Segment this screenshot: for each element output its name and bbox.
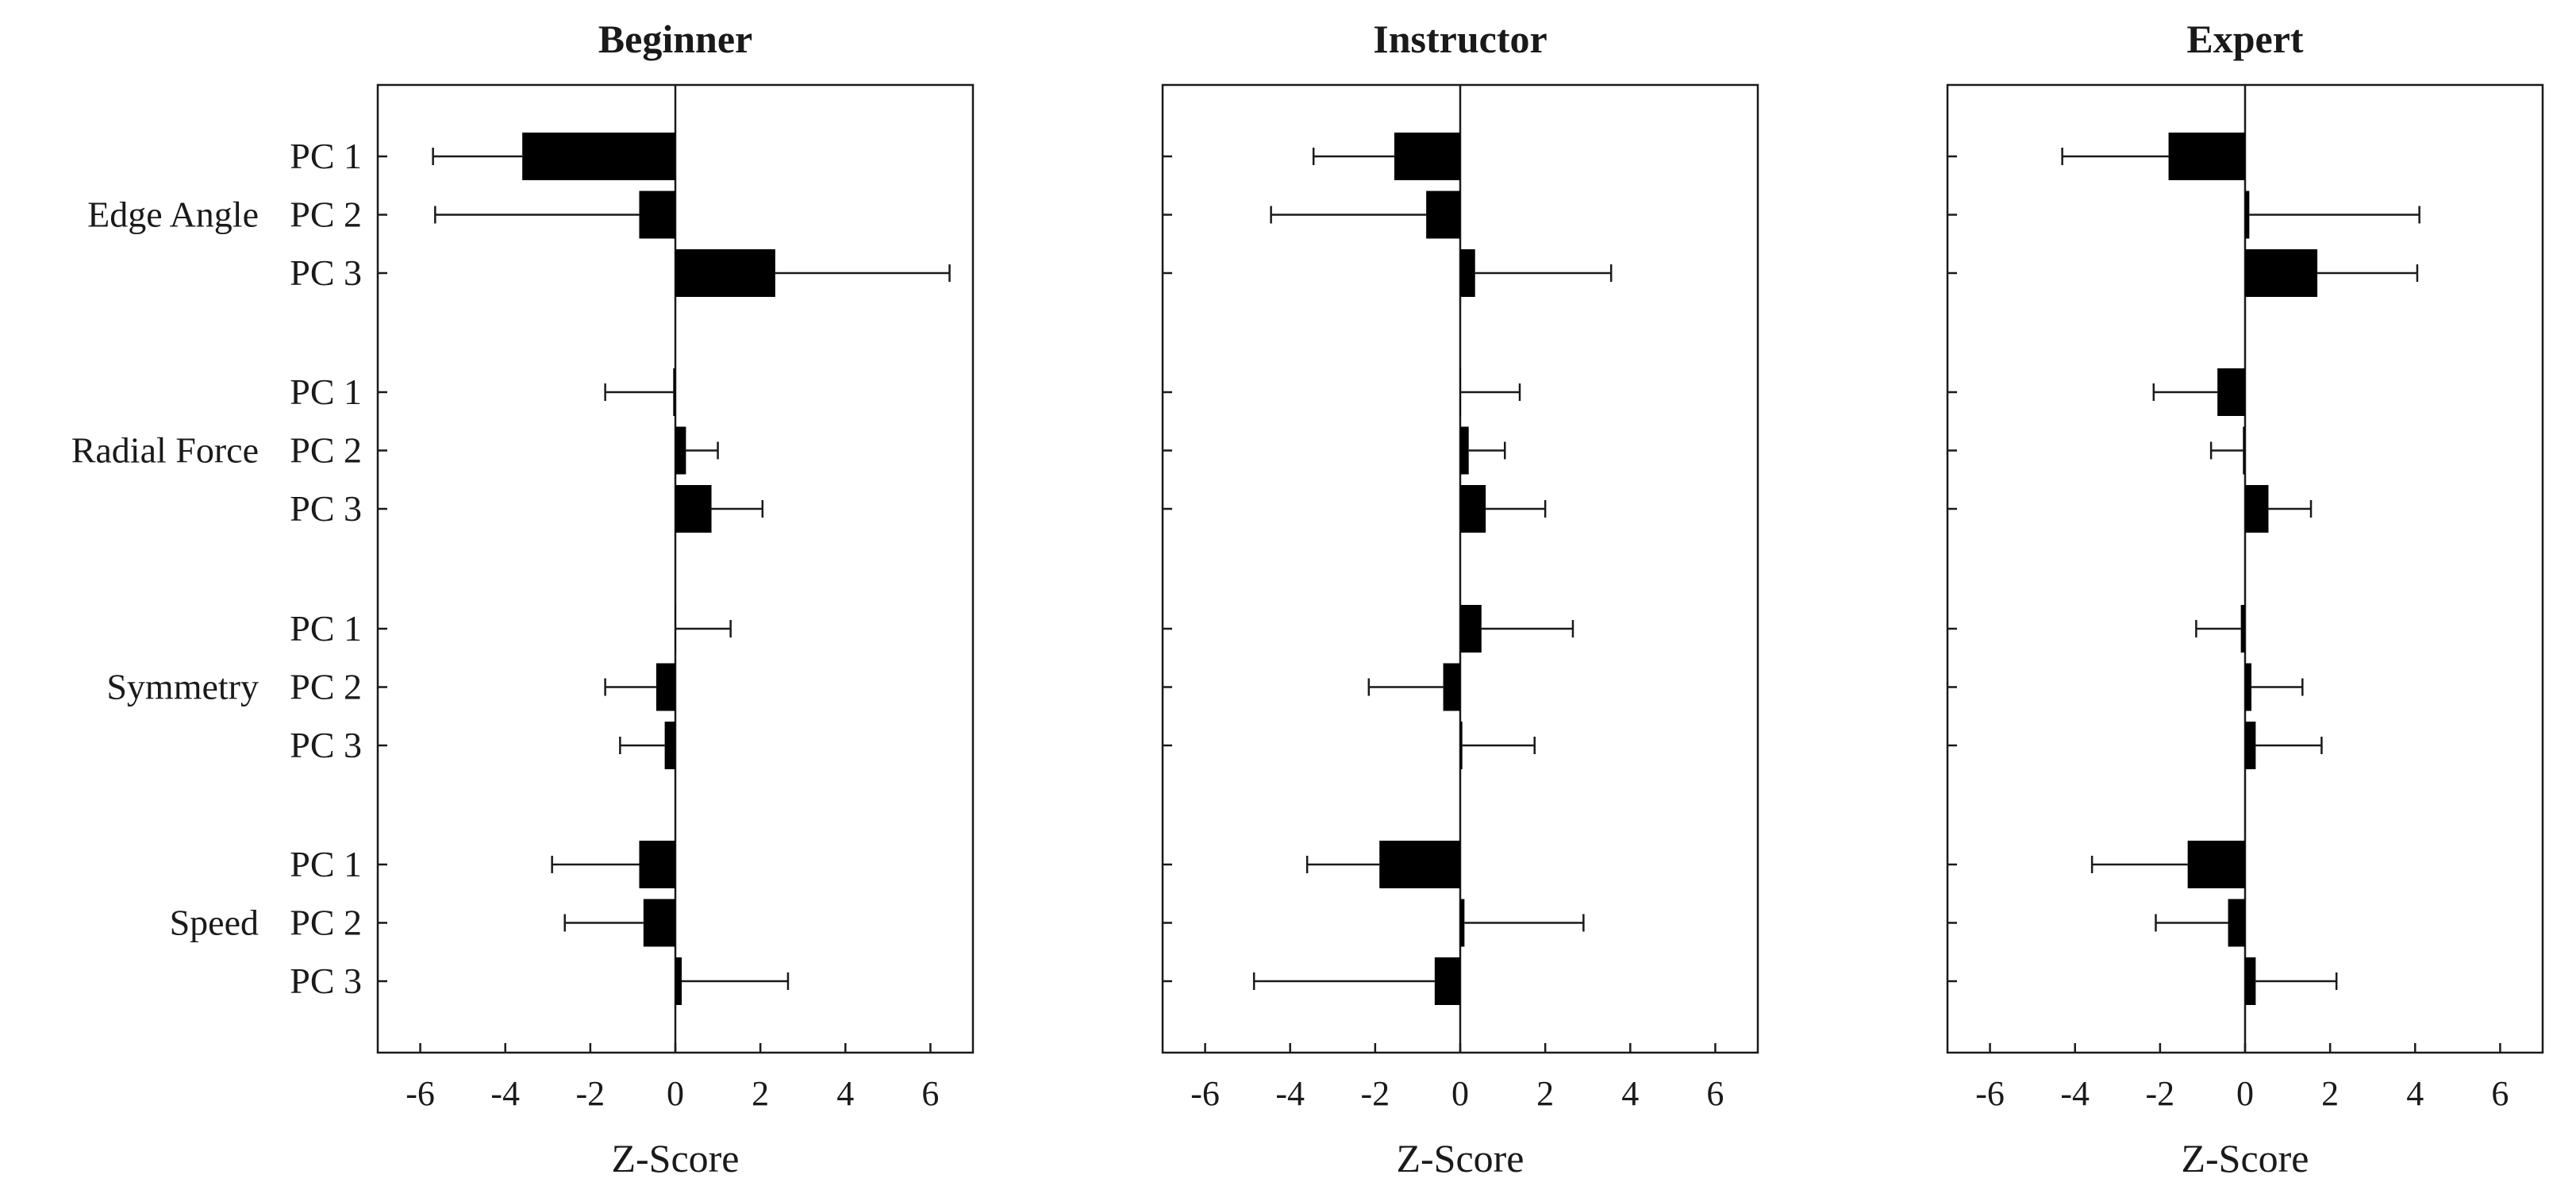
x-tick-label: -4 xyxy=(1275,1074,1305,1113)
x-axis-label: Z-Score xyxy=(1396,1136,1524,1180)
x-tick-label: 6 xyxy=(2491,1074,2509,1113)
bar xyxy=(2245,191,2250,239)
category-label: PC 3 xyxy=(290,488,362,529)
bar xyxy=(673,368,675,416)
bar xyxy=(1379,841,1460,888)
panel-title: Instructor xyxy=(1373,17,1547,61)
bar xyxy=(656,663,675,711)
bar xyxy=(675,426,686,475)
category-label: PC 1 xyxy=(290,372,362,412)
x-tick-label: -6 xyxy=(1190,1074,1220,1113)
bar xyxy=(2240,605,2245,653)
bar xyxy=(675,485,712,533)
bar xyxy=(675,957,682,1005)
bar xyxy=(1460,485,1486,533)
group-label: Radial Force xyxy=(71,430,259,471)
bar xyxy=(2243,426,2245,475)
x-tick-label: 6 xyxy=(921,1074,939,1113)
bar xyxy=(1434,957,1460,1005)
x-tick-label: -2 xyxy=(2146,1074,2175,1113)
bar xyxy=(1443,663,1460,711)
category-label: PC 1 xyxy=(290,608,362,649)
bar xyxy=(2245,663,2252,711)
bar xyxy=(2245,722,2256,769)
bar xyxy=(2245,485,2269,533)
bar xyxy=(2168,133,2245,180)
category-label: PC 1 xyxy=(290,136,362,176)
x-tick-label: 4 xyxy=(836,1074,854,1113)
bar xyxy=(1460,899,1465,947)
x-axis-label: Z-Score xyxy=(2181,1136,2309,1180)
x-tick-label: -6 xyxy=(406,1074,435,1113)
category-label: PC 2 xyxy=(290,194,362,235)
bar xyxy=(2245,249,2318,297)
category-label: PC 3 xyxy=(290,252,362,293)
bar xyxy=(664,722,675,769)
category-label: PC 1 xyxy=(290,844,362,884)
group-label: Speed xyxy=(170,903,259,943)
category-label: PC 3 xyxy=(290,725,362,765)
x-axis-label: Z-Score xyxy=(611,1136,739,1180)
bar xyxy=(675,249,775,297)
bar xyxy=(639,841,675,888)
category-label: PC 2 xyxy=(290,667,362,707)
bar xyxy=(1460,249,1475,297)
bar xyxy=(1394,133,1460,180)
bar xyxy=(1426,191,1460,239)
bar xyxy=(2228,899,2245,947)
x-tick-label: 2 xyxy=(1536,1074,1554,1113)
x-tick-label: 0 xyxy=(667,1074,684,1113)
bar xyxy=(1460,605,1482,653)
x-tick-label: 0 xyxy=(2236,1074,2254,1113)
bar xyxy=(1460,722,1463,769)
bar xyxy=(639,191,675,239)
bar xyxy=(2245,957,2256,1005)
group-label: Edge Angle xyxy=(87,194,259,235)
panel-title: Beginner xyxy=(598,17,752,61)
x-tick-label: 2 xyxy=(2321,1074,2339,1113)
panel-title: Expert xyxy=(2186,17,2304,61)
x-tick-label: -4 xyxy=(2060,1074,2090,1113)
x-tick-label: 6 xyxy=(1706,1074,1724,1113)
category-label: PC 2 xyxy=(290,903,362,943)
x-tick-label: -2 xyxy=(1361,1074,1390,1113)
bar xyxy=(2187,841,2245,888)
x-tick-label: 0 xyxy=(1451,1074,1469,1113)
x-tick-label: -6 xyxy=(1975,1074,2005,1113)
x-tick-label: 2 xyxy=(752,1074,769,1113)
bar xyxy=(643,899,675,947)
bar xyxy=(522,133,675,180)
bar xyxy=(2217,368,2245,416)
bar xyxy=(1460,426,1469,475)
x-tick-label: 4 xyxy=(2406,1074,2424,1113)
x-tick-label: -2 xyxy=(576,1074,606,1113)
category-label: PC 3 xyxy=(290,961,362,1001)
x-tick-label: -4 xyxy=(490,1074,520,1113)
category-label: PC 2 xyxy=(290,430,362,471)
group-label: Symmetry xyxy=(106,667,259,707)
x-tick-label: 4 xyxy=(1621,1074,1639,1113)
